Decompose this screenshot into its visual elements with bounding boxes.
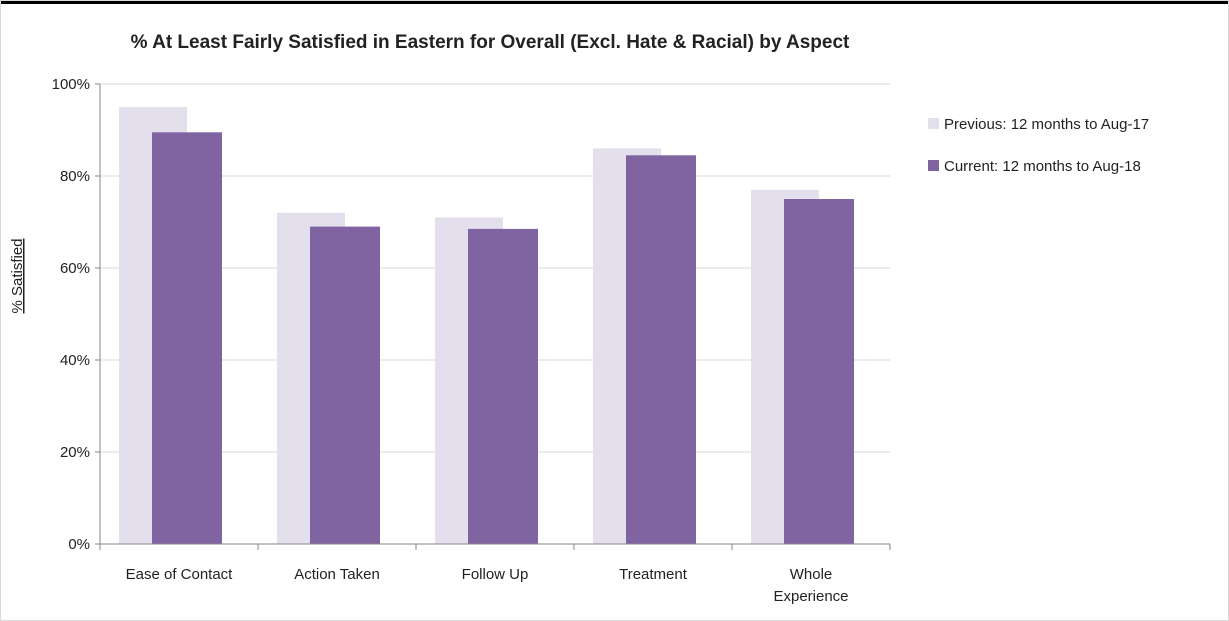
- legend-label: Previous: 12 months to Aug-17: [944, 116, 1149, 133]
- chart-title: % At Least Fairly Satisfied in Eastern f…: [131, 32, 850, 53]
- y-tick-label: 20%: [60, 444, 90, 461]
- legend-swatch: [928, 160, 939, 171]
- bar-current: [784, 199, 854, 544]
- legend: Previous: 12 months to Aug-17 Current: 12…: [928, 116, 1149, 175]
- x-tick-label: Treatment: [619, 566, 688, 583]
- bar-current: [152, 132, 222, 545]
- y-axis-ticks: 0% 20% 40% 60% 80% 100%: [52, 76, 100, 553]
- y-tick-label: 100%: [52, 76, 90, 93]
- legend-label: Current: 12 months to Aug-18: [944, 158, 1141, 175]
- x-axis-ticks: Ease of Contact Action Taken Follow Up Trea…: [126, 566, 849, 605]
- legend-swatch: [928, 118, 939, 129]
- top-border: [0, 0, 1229, 4]
- x-axis: [99, 84, 891, 550]
- y-tick-label: 0%: [68, 536, 90, 553]
- y-tick-label: 40%: [60, 352, 90, 369]
- bar-current: [310, 226, 380, 544]
- y-axis-label: % Satisfied: [9, 238, 26, 313]
- x-tick-label: Whole: [790, 566, 833, 583]
- x-tick-label: Experience: [773, 588, 848, 605]
- x-tick-label: Ease of Contact: [126, 566, 234, 583]
- x-tick-label: Follow Up: [462, 566, 529, 583]
- y-tick-label: 60%: [60, 260, 90, 277]
- bars: [119, 107, 854, 545]
- y-tick-label: 80%: [60, 168, 90, 185]
- bar-current: [468, 228, 538, 544]
- x-tick-label: Action Taken: [294, 566, 380, 583]
- bar-current: [626, 155, 696, 545]
